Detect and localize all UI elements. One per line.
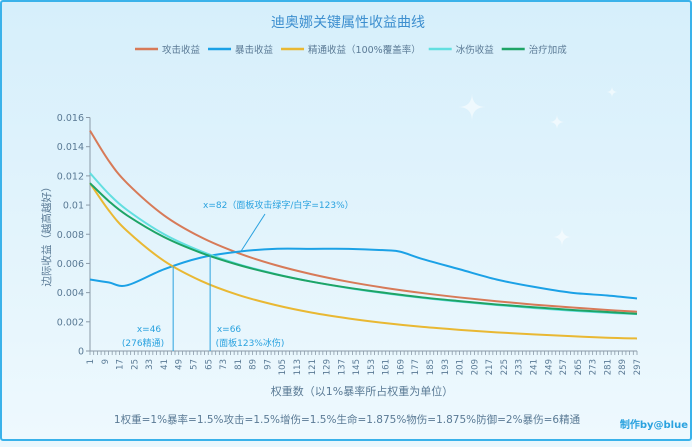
x-tick-label: 113 [293, 359, 303, 375]
annotation-text: x=82（面板攻击绿字/白字=123%） [203, 199, 354, 211]
legend-label: 治疗加成 [529, 44, 568, 56]
y-tick-label: 0.008 [57, 230, 84, 241]
x-tick-label: 49 [175, 359, 185, 370]
y-axis-label: 边际收益（越高越好） [40, 182, 53, 287]
x-tick-label: 33 [145, 359, 155, 370]
y-tick-label: 0.012 [57, 171, 84, 182]
x-tick-label: 41 [160, 359, 170, 370]
x-tick-label: 281 [603, 359, 613, 375]
x-tick-label: 89 [249, 359, 259, 370]
footnote: 1权重=1%暴率=1.5%攻击=1.5%增伤=1.5%生命=1.875%物伤=1… [114, 413, 581, 426]
x-tick-label: 265 [574, 359, 584, 375]
series-line-2 [89, 247, 638, 300]
legend-label: 精通收益（100%覆盖率） [308, 44, 421, 56]
y-tick-label: 0.002 [57, 317, 84, 328]
x-tick-label: 193 [441, 359, 451, 375]
x-tick-label: 241 [530, 359, 540, 375]
x-tick-label: 1 [86, 359, 96, 364]
x-tick-label: 73 [219, 359, 229, 370]
annotation-text: (面板123%冰伤) [216, 337, 285, 349]
x-tick-label: 137 [337, 359, 347, 375]
x-tick-label: 177 [411, 359, 421, 375]
x-tick-label: 57 [189, 359, 199, 370]
x-tick-label: 185 [426, 359, 436, 375]
x-tick-label: 121 [308, 359, 318, 375]
x-tick-label: 233 [515, 359, 525, 375]
x-tick-label: 65 [204, 359, 214, 370]
x-tick-label: 297 [633, 359, 643, 375]
sparkle-icon [606, 86, 618, 98]
x-tick-label: 105 [278, 359, 288, 375]
x-tick-label: 257 [559, 359, 569, 375]
series-line-5 [89, 182, 638, 315]
annotation-pointer [240, 213, 266, 253]
x-tick-label: 201 [456, 359, 466, 375]
series-line-4 [89, 172, 638, 316]
legend-label: 冰伤收益 [456, 44, 495, 56]
annotation-text: x=66 [217, 325, 242, 335]
y-tick-label: 0.014 [57, 142, 84, 153]
x-axis-label: 权重数（以1%暴率所占权重为单位） [271, 384, 453, 398]
legend-label: 暴击收益 [235, 44, 274, 56]
x-tick-label: 217 [485, 359, 495, 375]
y-tick-label: 0.01 [63, 201, 84, 212]
x-tick-label: 153 [367, 359, 377, 375]
y-tick-label: 0.016 [57, 113, 84, 124]
annotation-text: (276精通) [122, 337, 164, 349]
series-line-1 [89, 130, 638, 313]
x-tick-label: 289 [618, 359, 628, 375]
x-tick-label: 161 [382, 359, 392, 375]
x-tick-label: 97 [263, 359, 273, 370]
y-tick-label: 0 [78, 347, 84, 358]
series-line-3 [89, 182, 638, 340]
annotation-text: x=46 [137, 325, 162, 335]
sparkle-icon [552, 227, 572, 247]
x-tick-label: 209 [470, 359, 480, 375]
credit: 制作by@blue [620, 418, 688, 431]
x-tick-label: 17 [116, 359, 126, 370]
x-tick-label: 249 [544, 359, 554, 375]
chart-title: 迪奥娜关键属性收益曲线 [271, 14, 425, 31]
x-tick-label: 81 [234, 359, 244, 370]
x-tick-label: 145 [352, 359, 362, 375]
sparkle-icon [549, 114, 565, 130]
x-tick-label: 273 [589, 359, 599, 375]
x-tick-label: 25 [130, 359, 140, 370]
x-tick-label: 169 [396, 359, 406, 375]
x-tick-label: 9 [101, 359, 111, 364]
x-tick-label: 129 [323, 359, 333, 375]
sparkle-icon [458, 93, 486, 121]
legend-label: 攻击收益 [162, 44, 201, 56]
y-tick-label: 0.006 [57, 259, 84, 270]
y-tick-label: 0.004 [57, 288, 84, 299]
x-tick-label: 225 [500, 359, 510, 375]
